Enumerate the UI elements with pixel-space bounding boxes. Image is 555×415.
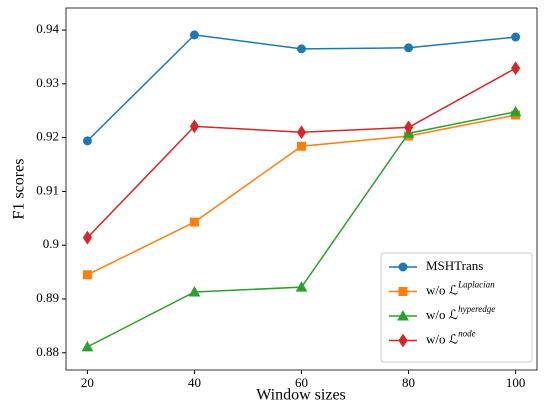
legend-superscript: hyperedge [458,304,495,314]
marker [295,281,308,292]
marker [397,309,409,321]
plot-frame [65,7,538,371]
x-tick-label: 40 [188,375,201,390]
marker [296,125,307,140]
marker [509,105,522,117]
marker [398,262,408,272]
marker [297,141,306,151]
x-axis-label: Window sizes [256,387,346,404]
marker [188,285,201,297]
marker [510,61,521,76]
marker [398,287,408,296]
legend-label: w/o ℒLaplacian [426,280,495,298]
legend-name: w/o ℒ [426,331,458,346]
marker [189,30,199,40]
legend-superscript: Laplacian [457,280,495,290]
marker [189,119,200,134]
marker [511,32,521,42]
series-line [86,67,516,239]
marker [82,270,92,280]
y-axis-label: F1 scores [11,159,28,220]
marker [297,44,306,54]
x-tick-label: 60 [295,375,308,390]
y-tick-label: 0.92 [36,129,59,144]
legend-box [380,252,533,363]
marker [189,217,199,227]
x-tick-label: 100 [506,375,526,390]
x-tick-label: 20 [81,375,94,390]
legend-name: MSHTrans [426,258,483,273]
marker [82,136,92,146]
legend-name: w/o ℒ [426,282,458,297]
legend-superscript: node [458,329,476,339]
y-tick-label: 0.91 [36,182,59,197]
legend-label: w/o ℒnode [426,329,476,347]
y-tick-label: 0.88 [36,344,59,359]
y-tick-label: 0.9 [43,236,59,251]
marker [403,120,414,135]
marker [82,230,93,245]
y-tick-label: 0.93 [36,75,59,90]
y-tick-label: 0.89 [36,290,59,305]
legend-label: MSHTrans [426,258,483,273]
marker [404,43,414,53]
legend-label: w/o ℒhyperedge [426,304,495,322]
y-tick-label: 0.94 [36,21,59,36]
x-tick-label: 80 [402,375,415,390]
marker [398,333,408,348]
legend-name: w/o ℒ [426,307,458,322]
marker [81,340,94,352]
